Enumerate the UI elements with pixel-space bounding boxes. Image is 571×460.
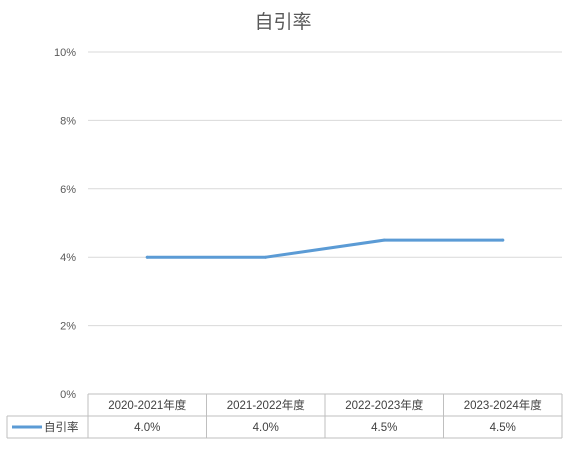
chart-title: 自引率 (254, 11, 311, 33)
y-tick-label: 4% (60, 252, 76, 264)
x-tick-label: 2020-2021年度 (108, 398, 186, 412)
data-table: 2020-2021年度 2021-2022年度 2022-2023年度 2023-20… (6, 393, 563, 439)
x-tick-label: 2023-2024年度 (464, 398, 542, 412)
table-value-cell: 4.5% (371, 422, 397, 434)
y-tick-label: 8% (60, 115, 76, 127)
gridlines (88, 51, 562, 327)
y-tick-label: 2% (60, 321, 76, 333)
y-tick-label: 6% (60, 184, 76, 196)
table-value-cell: 4.0% (253, 422, 279, 434)
series-line (145, 238, 505, 259)
x-tick-label: 2022-2023年度 (345, 398, 423, 412)
data-point (145, 255, 149, 259)
table-value-cell: 4.5% (490, 422, 516, 434)
data-point (501, 238, 505, 242)
y-tick-label: 0% (60, 389, 76, 401)
y-axis-ticks: 0% 2% 4% 6% 8% 10% (54, 47, 76, 401)
y-tick-label: 10% (54, 47, 76, 59)
x-tick-label: 2021-2022年度 (227, 398, 305, 412)
legend-label: 自引率 (44, 420, 79, 434)
series-layer (145, 238, 505, 259)
data-point (382, 238, 386, 242)
data-point (264, 255, 268, 259)
table-value-cell: 4.0% (134, 422, 160, 434)
